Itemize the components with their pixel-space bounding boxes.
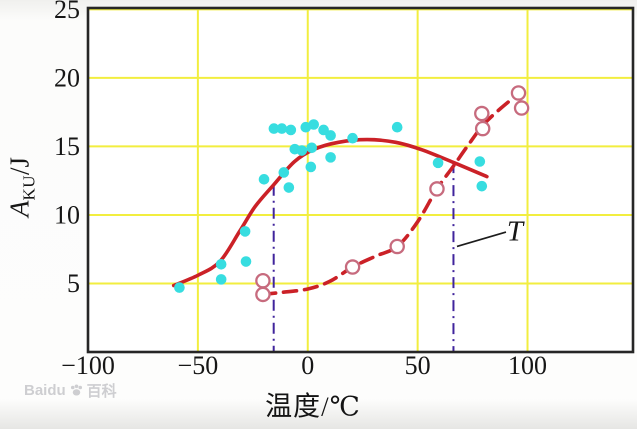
data-point-filled bbox=[278, 167, 290, 178]
baidu-watermark: Baidu 百科 bbox=[24, 380, 117, 401]
data-point-filled bbox=[432, 157, 444, 169]
data-point-filled bbox=[240, 256, 252, 267]
y-axis-unit: /J bbox=[4, 156, 35, 175]
data-point-filled bbox=[325, 130, 336, 141]
data-point-filled bbox=[308, 119, 319, 130]
annotation-leader-line bbox=[456, 231, 507, 248]
data-point-filled bbox=[285, 124, 297, 136]
data-point-filled bbox=[215, 258, 227, 270]
data-point-open bbox=[255, 272, 271, 289]
data-point-filled bbox=[296, 145, 308, 156]
data-point-open bbox=[474, 120, 491, 137]
data-point-filled bbox=[276, 123, 288, 134]
watermark-suffix: 百科 bbox=[86, 383, 117, 400]
data-point-filled bbox=[215, 274, 227, 285]
data-point-filled bbox=[474, 156, 486, 167]
transition-temperature-label: T bbox=[507, 215, 525, 247]
data-point-open bbox=[429, 181, 445, 197]
data-point-filled bbox=[476, 180, 488, 192]
y-tick-label: 10 bbox=[54, 200, 80, 229]
watermark-brand: Baidu bbox=[24, 382, 66, 399]
data-point-filled bbox=[174, 282, 185, 293]
plot-frame bbox=[86, 6, 635, 354]
paw-icon bbox=[70, 384, 82, 396]
x-tick-label: −100 bbox=[61, 351, 115, 380]
data-point-filled bbox=[347, 132, 358, 144]
data-point-open bbox=[344, 259, 361, 275]
data-point-filled bbox=[305, 161, 317, 173]
data-point-filled bbox=[306, 142, 318, 154]
data-point-filled bbox=[258, 174, 270, 185]
plot-background bbox=[88, 8, 633, 352]
data-point-open bbox=[389, 238, 405, 255]
y-axis-title: AKU/J bbox=[4, 157, 39, 217]
y-tick-label: 20 bbox=[54, 63, 80, 92]
y-tick-label: 25 bbox=[54, 0, 80, 24]
data-point-open bbox=[474, 105, 490, 122]
data-point-filled bbox=[325, 152, 336, 163]
x-tick-label: −50 bbox=[178, 351, 219, 380]
y-axis-symbol: A bbox=[4, 200, 35, 218]
x-tick-label: 0 bbox=[301, 351, 314, 380]
data-point-open bbox=[255, 286, 271, 303]
data-point-filled bbox=[283, 182, 295, 193]
y-axis-subscript: KU bbox=[19, 174, 39, 201]
data-point-filled bbox=[391, 121, 403, 133]
y-tick-label: 5 bbox=[67, 269, 80, 298]
y-tick-label: 15 bbox=[54, 132, 80, 161]
x-tick-label: 50 bbox=[405, 351, 431, 380]
data-point-open bbox=[510, 85, 527, 101]
data-point-filled bbox=[268, 123, 280, 134]
x-axis-title: 温度/℃ bbox=[265, 391, 361, 422]
x-tick-label: 100 bbox=[508, 351, 547, 380]
data-point-filled bbox=[239, 226, 251, 237]
data-point-open bbox=[513, 100, 530, 116]
